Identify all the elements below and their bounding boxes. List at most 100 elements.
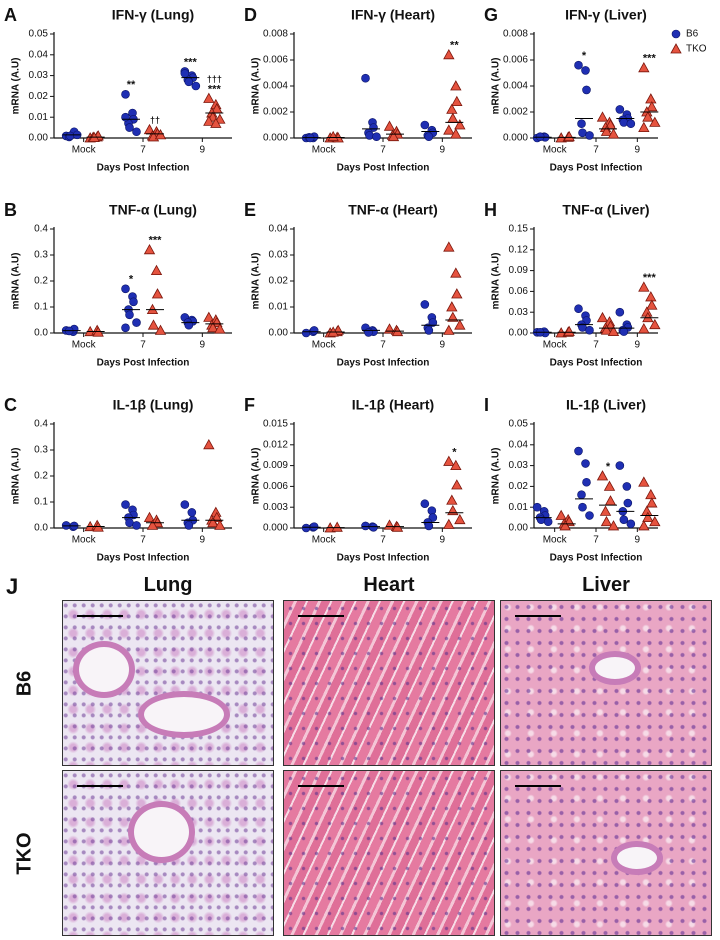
- histology-image: [500, 770, 712, 936]
- x-axis-label: Days Post Infection: [550, 553, 643, 564]
- data-point: [581, 66, 590, 75]
- x-axis-label: Days Post Infection: [550, 358, 643, 369]
- data-point: [309, 522, 319, 531]
- x-tick-label: Mock: [72, 145, 97, 156]
- column-header: Lung: [143, 574, 193, 596]
- data-point: [623, 498, 633, 508]
- data-point: [125, 123, 134, 132]
- data-point: [420, 499, 430, 509]
- y-tick-label: 0.02: [509, 481, 529, 492]
- data-point: [585, 511, 594, 520]
- data-point: [450, 459, 462, 470]
- chart-title: TNF-α (Liver): [562, 202, 649, 218]
- data-point: [383, 120, 396, 131]
- y-tick-label: 0.03: [509, 460, 529, 471]
- y-axis-label: mRNA (A.U): [11, 448, 22, 505]
- data-point: [147, 319, 160, 330]
- data-point: [424, 326, 434, 335]
- x-tick-label: Mock: [312, 340, 337, 351]
- data-point: [543, 517, 553, 527]
- data-point: [626, 119, 636, 128]
- data-point: [600, 324, 613, 335]
- data-point: [615, 461, 625, 470]
- data-point: [646, 497, 658, 508]
- x-axis-label: Days Post Infection: [97, 163, 190, 174]
- y-tick-label: 0.008: [503, 29, 528, 40]
- data-point: [203, 311, 215, 322]
- data-point: [369, 523, 378, 532]
- x-tick-label: Mock: [72, 535, 97, 546]
- data-point: [154, 129, 167, 140]
- y-tick-label: 0.1: [34, 302, 48, 313]
- data-point: [638, 281, 650, 292]
- column-header: Liver: [582, 574, 630, 596]
- panel-letter: D: [244, 5, 257, 25]
- data-point: [301, 328, 311, 338]
- data-point: [121, 500, 130, 509]
- y-axis-label: mRNA (A.U): [491, 253, 502, 310]
- data-point: [154, 324, 167, 335]
- data-point: [599, 505, 612, 516]
- y-axis-label: mRNA (A.U): [491, 58, 502, 115]
- data-point: [447, 311, 459, 322]
- panel-letter: J: [6, 574, 19, 599]
- y-tick-label: 0.000: [263, 133, 288, 144]
- significance: *: [582, 50, 587, 62]
- chart-title: TNF-α (Heart): [348, 202, 438, 218]
- data-point: [207, 516, 219, 528]
- data-point: [121, 90, 130, 99]
- significance: †††: [207, 74, 222, 84]
- data-point: [446, 301, 458, 312]
- data-point: [327, 130, 339, 142]
- data-point: [424, 132, 434, 141]
- y-tick-label: 0.01: [29, 112, 49, 123]
- significance: *: [606, 461, 611, 473]
- data-point: [582, 85, 591, 95]
- data-point: [596, 111, 609, 122]
- legend-label: TKO: [686, 44, 707, 55]
- data-point: [361, 73, 370, 83]
- x-tick-label: 7: [140, 535, 146, 546]
- x-axis-label: Days Post Infection: [337, 553, 430, 564]
- y-tick-label: 0.03: [269, 250, 289, 261]
- y-tick-label: 0.00: [509, 523, 529, 534]
- data-point: [638, 61, 650, 73]
- y-tick-label: 0.00: [269, 328, 289, 339]
- data-point: [454, 119, 466, 130]
- y-tick-label: 0.006: [263, 55, 288, 66]
- row-header: TKO: [13, 832, 36, 875]
- data-point: [451, 288, 463, 299]
- histology-image: [500, 600, 712, 766]
- data-point: [642, 511, 654, 522]
- data-point: [574, 60, 583, 70]
- data-point: [559, 520, 571, 531]
- data-point: [582, 477, 591, 487]
- panel-letter: B: [4, 200, 17, 220]
- y-tick-label: 0.12: [509, 244, 529, 255]
- y-axis-label: mRNA (A.U): [251, 448, 262, 505]
- data-point: [600, 125, 613, 136]
- data-point: [577, 119, 586, 128]
- data-point: [642, 111, 654, 122]
- data-point: [555, 509, 567, 520]
- panel-letter: G: [484, 5, 498, 25]
- data-point: [132, 318, 141, 327]
- y-tick-label: 0.000: [503, 133, 528, 144]
- y-tick-label: 0.4: [34, 224, 48, 235]
- data-point: [143, 511, 156, 522]
- x-axis-label: Days Post Infection: [337, 358, 430, 369]
- significance: ***: [643, 272, 657, 284]
- data-point: [443, 48, 455, 60]
- data-point: [424, 521, 434, 531]
- x-tick-label: 9: [440, 145, 446, 156]
- data-point: [132, 127, 141, 137]
- data-point: [443, 324, 455, 335]
- y-tick-label: 0.002: [503, 107, 528, 118]
- data-point: [649, 515, 661, 527]
- chart-title: TNF-α (Lung): [109, 202, 197, 218]
- data-point: [203, 115, 215, 126]
- chart-title: IFN-γ (Lung): [112, 7, 194, 23]
- significance: ††: [150, 115, 160, 125]
- data-point: [596, 470, 609, 481]
